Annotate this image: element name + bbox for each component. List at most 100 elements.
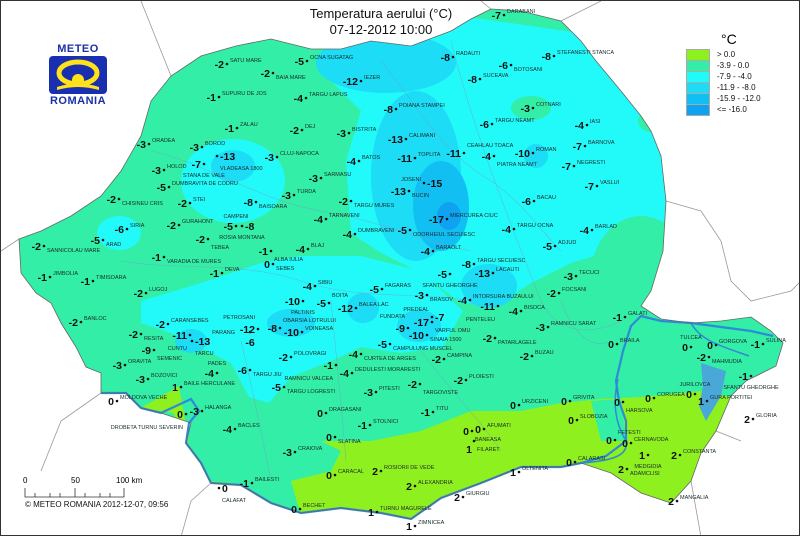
station-dot <box>530 354 534 358</box>
station-value: -3 <box>137 139 146 151</box>
logo-emblem <box>49 56 107 94</box>
zone-green-brailabend <box>591 399 626 441</box>
station: BACLES -4 <box>223 423 260 436</box>
station-value: -9 <box>142 345 151 357</box>
station: DROBETA TURNU SEVERIN 0 <box>111 409 188 431</box>
station-value: -4 <box>294 93 303 105</box>
station: CUNTU -11 <box>168 330 192 352</box>
station-name: BRAILA <box>620 338 640 344</box>
station-dot <box>347 131 351 135</box>
station: LUGOJ -2 <box>134 287 168 300</box>
station: VARFUL OMU -17 <box>414 317 471 334</box>
station-name: CRAIOVA <box>298 446 323 452</box>
station-dot <box>256 327 260 331</box>
station-name: PADES <box>208 361 227 367</box>
scale-bar: 0 50 100 km © METEO ROMANIA 2012-12-07, … <box>23 475 213 513</box>
station-name: TURNU MAGURELE <box>380 506 432 512</box>
station-value: -1 <box>259 246 268 258</box>
station-value: -11 <box>446 148 461 160</box>
station-dot <box>206 237 210 241</box>
station-value: -17 <box>414 317 429 329</box>
station: CAMPULUNG MUSCEL -5 <box>378 339 453 352</box>
station-value: -4 <box>575 120 584 132</box>
station-value: -2 <box>290 125 299 137</box>
station-name: TURDA <box>297 189 316 195</box>
zone-blue-omu <box>397 310 441 342</box>
station: SATU MARE -2 <box>215 58 262 71</box>
station-dot <box>451 55 455 59</box>
station: ORADEA -3 <box>137 138 176 151</box>
station-name: SEMENIC <box>157 356 182 362</box>
station: HALANGA -3 <box>190 405 232 418</box>
station-dot <box>406 326 410 330</box>
station-name: ADJUD <box>558 240 576 246</box>
station-dot <box>573 460 577 464</box>
station-dot <box>496 304 500 308</box>
station-dot <box>388 342 392 346</box>
station-dot <box>350 371 354 375</box>
station-dot <box>146 377 150 381</box>
station-name: ODORHEIUL SECUIESC <box>413 232 475 238</box>
station: PREDEAL -7 <box>403 307 444 324</box>
station-value: 0 <box>177 409 183 421</box>
station: PADES-4 <box>205 361 227 380</box>
station-value: 0 <box>326 432 332 444</box>
station: CONSTANTA 2 <box>671 449 716 462</box>
station: RESITA -2 <box>129 329 164 342</box>
station: FUNDATA -9 <box>380 314 410 335</box>
station: STOLNICI -1 <box>358 419 399 432</box>
station-dot <box>166 322 170 326</box>
station: TARGU JIU -6 <box>238 365 282 378</box>
station: CLUJ-NAPOCA -3 <box>265 151 319 164</box>
station: VLADEASA 1800 -13 <box>215 151 263 172</box>
station-value: 2 <box>454 492 460 504</box>
station-dot <box>404 137 408 141</box>
station-dot <box>595 184 599 188</box>
station-value: -13 <box>475 268 490 280</box>
legend-swatch <box>686 103 710 116</box>
station-dot <box>470 429 474 433</box>
station: ROMAN -10 <box>515 147 557 160</box>
station-dot <box>519 309 523 313</box>
station: PARANG -6 <box>212 330 255 349</box>
station-value: -5 <box>272 382 281 394</box>
station-name: SLOBOZIA <box>580 414 608 420</box>
station: BLAJ -4 <box>296 243 325 256</box>
zone-blue-vladeasa <box>211 150 255 182</box>
station: ALBA IULIA -1 <box>259 246 304 263</box>
station-name: SATU MARE <box>230 58 262 64</box>
station-name: IASI <box>590 119 601 125</box>
station-value: -5 <box>157 182 166 194</box>
station: BRAILA 0 <box>608 338 640 351</box>
station-value: -4 <box>421 246 430 258</box>
station: CEAHLAU TOACA -11 <box>446 143 513 160</box>
station-dot <box>292 193 296 197</box>
station-value: -4 <box>314 214 323 226</box>
station: TARNAVENI -4 <box>314 213 360 226</box>
station-value: -4 <box>296 244 305 256</box>
station: DUMBRAVENI -4 <box>343 228 395 241</box>
station-dot <box>749 374 753 378</box>
station-dot <box>583 144 587 148</box>
station-dot <box>300 128 304 132</box>
station-name: RAMNICU SARAT <box>551 321 597 327</box>
station-value: -2 <box>408 379 417 391</box>
station-value: -4 <box>303 281 312 293</box>
station-name: DEJ <box>305 124 316 130</box>
station-dot <box>517 470 521 474</box>
station: BATOS -4 <box>347 155 381 168</box>
station-name: SFANTU GHEORGHE <box>723 385 779 391</box>
station-value: 0 <box>475 424 481 436</box>
station: MEDGIDIA 1 <box>634 450 662 470</box>
station-name: STOLNICI <box>373 419 399 425</box>
station-value: -3 <box>337 128 346 140</box>
station-value: 0 <box>614 397 620 409</box>
station-dot <box>202 162 206 166</box>
station-value: -1 <box>358 420 367 432</box>
station-dot <box>422 181 426 185</box>
station-dot <box>472 262 476 266</box>
station-name: TARGU MURES <box>354 203 395 209</box>
station-dot <box>184 412 188 416</box>
station-name: PITESTI <box>379 386 400 392</box>
